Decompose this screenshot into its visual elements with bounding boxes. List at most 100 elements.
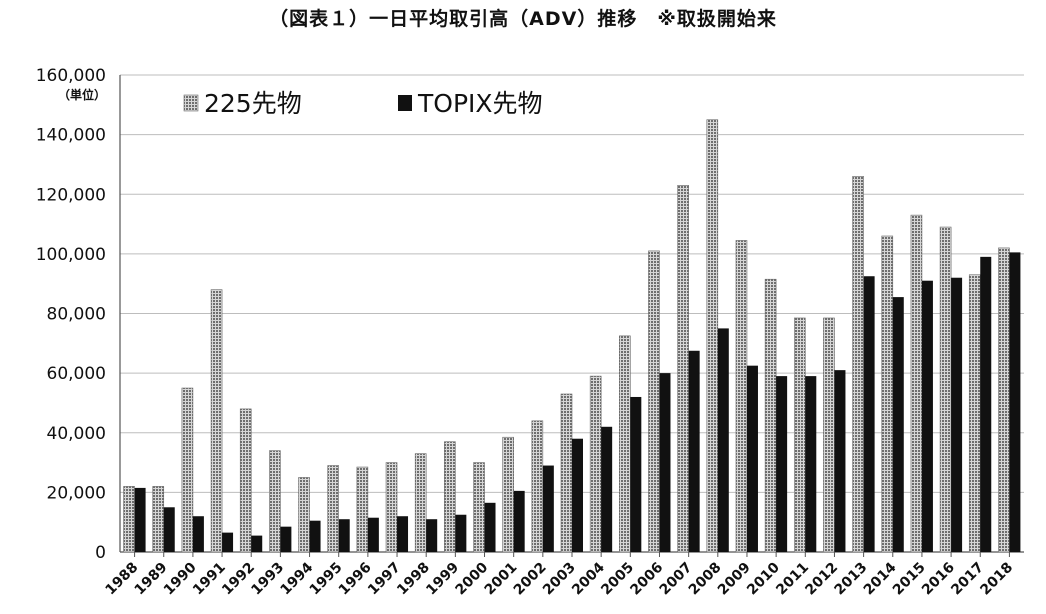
x-tick-label-1996: 1996 xyxy=(336,560,375,599)
y-tick-label: 0 xyxy=(95,543,106,563)
bar-topix-futures-2007 xyxy=(688,350,700,552)
legend-label-225-futures: 225先物 xyxy=(204,89,302,118)
bar-225-futures-2006 xyxy=(648,250,660,553)
x-tick-label-2005: 2005 xyxy=(598,560,637,599)
bar-225-futures-1988 xyxy=(123,486,135,553)
bar-225-futures-2016 xyxy=(939,226,952,553)
x-tick-label-2001: 2001 xyxy=(482,560,521,599)
bar-topix-futures-2004 xyxy=(601,426,613,552)
x-tick-label-1994: 1994 xyxy=(278,559,317,598)
legend-swatch-225-futures xyxy=(183,94,199,112)
bar-225-futures-1997 xyxy=(385,462,398,553)
x-tick-label-2009: 2009 xyxy=(715,560,754,599)
bar-topix-futures-1999 xyxy=(455,514,467,552)
x-tick-label-2010: 2010 xyxy=(744,559,783,598)
bar-topix-futures-1992 xyxy=(251,535,263,552)
bar-225-futures-1994 xyxy=(298,477,310,553)
bar-topix-futures-2012 xyxy=(834,370,846,552)
x-tick-label-2004: 2004 xyxy=(569,559,608,598)
bar-topix-futures-1995 xyxy=(338,519,350,552)
bar-225-futures-2002 xyxy=(531,420,544,553)
x-tick-label-2006: 2006 xyxy=(627,560,666,599)
bar-topix-futures-2014 xyxy=(892,297,904,552)
bar-225-futures-2005 xyxy=(619,335,631,553)
bar-225-futures-2009 xyxy=(735,240,748,553)
bar-225-futures-1989 xyxy=(152,486,165,553)
bar-topix-futures-2016 xyxy=(951,277,963,552)
y-tick-label: 40,000 xyxy=(47,424,106,444)
x-tick-label-1999: 1999 xyxy=(423,560,462,599)
x-tick-label-2013: 2013 xyxy=(832,560,871,599)
bar-topix-futures-1988 xyxy=(134,487,146,552)
x-tick-label-2011: 2011 xyxy=(773,560,812,599)
x-tick-label-2017: 2017 xyxy=(948,560,987,599)
bar-225-futures-1991 xyxy=(210,289,223,553)
bar-topix-futures-2018 xyxy=(1009,252,1021,552)
x-tick-label-1993: 1993 xyxy=(248,560,287,599)
bar-225-futures-1990 xyxy=(181,387,194,553)
bar-topix-futures-2003 xyxy=(572,438,583,552)
bar-topix-futures-2008 xyxy=(717,328,729,552)
x-tick-label-2016: 2016 xyxy=(919,560,958,599)
y-tick-label: 60,000 xyxy=(47,364,106,384)
bar-topix-futures-1989 xyxy=(163,507,175,552)
x-tick-label-1989: 1989 xyxy=(132,560,171,599)
bar-topix-futures-2013 xyxy=(863,276,875,552)
bar-225-futures-2011 xyxy=(793,317,806,553)
bar-topix-futures-2001 xyxy=(513,490,525,552)
x-tick-label-1991: 1991 xyxy=(190,560,229,599)
x-tick-label-1990: 1990 xyxy=(161,559,200,598)
x-tick-label-1992: 1992 xyxy=(219,560,258,599)
bar-topix-futures-1996 xyxy=(367,517,379,552)
legend-swatch-topix-futures xyxy=(398,95,412,111)
bar-225-futures-1992 xyxy=(239,408,252,553)
x-tick-label-2012: 2012 xyxy=(802,560,841,599)
bar-topix-futures-1993 xyxy=(280,526,292,552)
bar-225-futures-2010 xyxy=(764,278,777,553)
bar-225-futures-1998 xyxy=(414,453,427,553)
bar-topix-futures-1997 xyxy=(397,516,409,552)
bar-topix-futures-1990 xyxy=(192,516,204,552)
y-tick-label: 20,000 xyxy=(47,483,106,503)
bar-topix-futures-2005 xyxy=(630,396,642,552)
y-tick-label: 100,000 xyxy=(36,245,106,265)
bar-topix-futures-2011 xyxy=(805,376,817,552)
bar-225-futures-1996 xyxy=(356,466,369,553)
bar-225-futures-2018 xyxy=(998,247,1010,553)
x-tick-label-2018: 2018 xyxy=(977,560,1016,599)
x-tick-label-1988: 1988 xyxy=(103,560,142,599)
bar-225-futures-1999 xyxy=(444,441,456,553)
bar-topix-futures-2006 xyxy=(659,373,671,552)
bar-topix-futures-2017 xyxy=(980,256,992,552)
x-tick-label-2000: 2000 xyxy=(452,559,491,598)
bar-225-futures-2004 xyxy=(589,375,602,553)
bar-225-futures-1995 xyxy=(327,465,340,553)
bar-225-futures-2001 xyxy=(502,436,514,553)
bar-225-futures-2013 xyxy=(852,176,864,553)
bar-225-futures-2014 xyxy=(881,235,894,553)
bar-topix-futures-1991 xyxy=(222,532,234,552)
y-tick-label: 140,000 xyxy=(36,126,106,146)
bar-225-futures-2000 xyxy=(473,462,485,553)
bar-225-futures-1993 xyxy=(269,450,281,553)
x-tick-label-1997: 1997 xyxy=(365,560,404,599)
x-tick-label-1995: 1995 xyxy=(307,560,346,599)
y-tick-label: 160,000 xyxy=(36,66,106,86)
bar-topix-futures-2000 xyxy=(484,502,496,552)
legend-label-topix-futures: TOPIX先物 xyxy=(417,89,543,118)
bar-225-futures-2017 xyxy=(968,274,981,553)
x-tick-label-2003: 2003 xyxy=(540,560,579,599)
bar-topix-futures-2009 xyxy=(746,365,758,552)
y-tick-label: 120,000 xyxy=(36,185,106,205)
bar-225-futures-2007 xyxy=(677,185,689,553)
bar-225-futures-2012 xyxy=(823,317,835,553)
x-tick-label-2002: 2002 xyxy=(511,560,550,599)
y-tick-label: 80,000 xyxy=(47,305,106,325)
y-unit-label: （単位） xyxy=(58,87,106,102)
bar-225-futures-2003 xyxy=(560,393,573,553)
bar-topix-futures-1998 xyxy=(426,519,438,552)
bar-topix-futures-2015 xyxy=(921,280,933,552)
bar-225-futures-2008 xyxy=(706,119,719,553)
chart-title: （図表１）一日平均取引高（ADV）推移 ※取扱開始来 xyxy=(269,8,777,30)
